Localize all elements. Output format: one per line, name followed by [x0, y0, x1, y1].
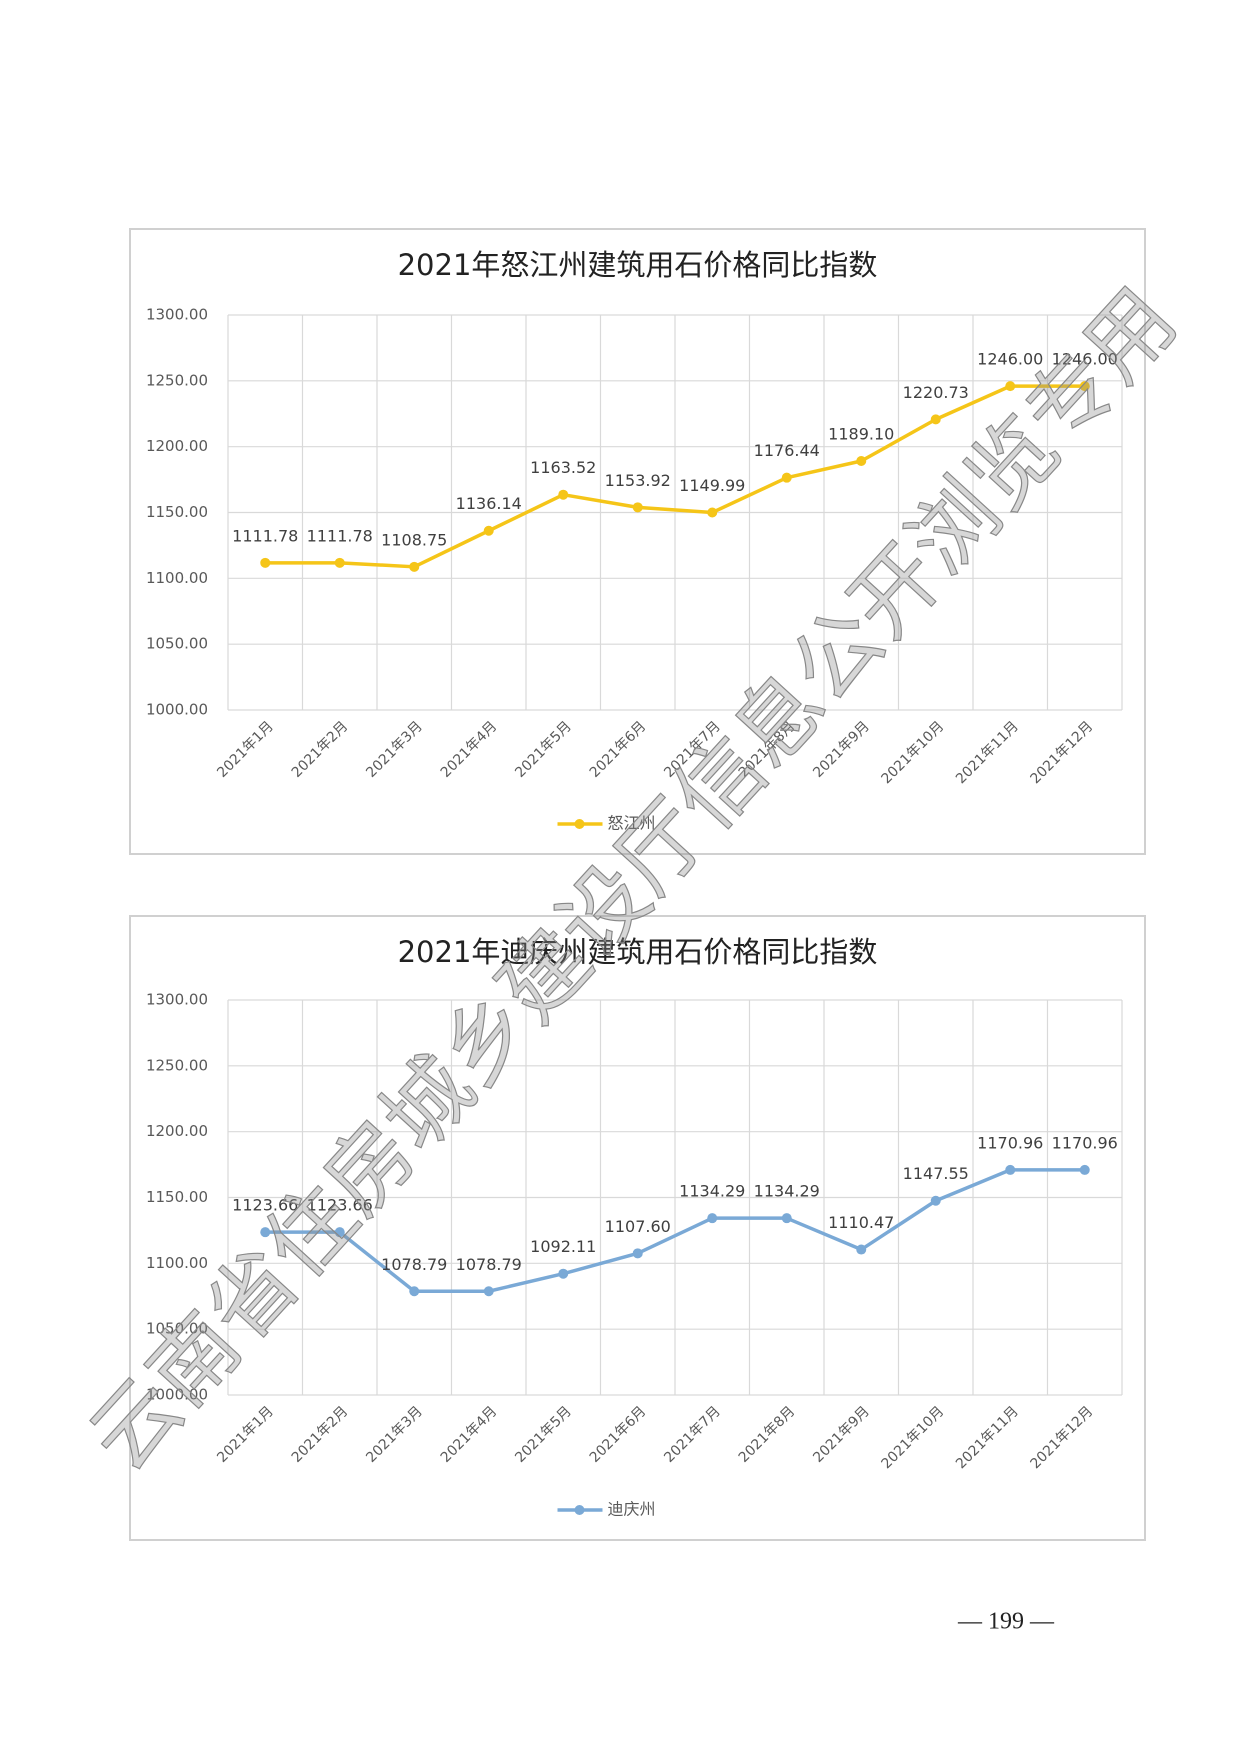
data-point: [856, 1244, 867, 1255]
page-number: — 199 —: [957, 1609, 1055, 1635]
data-label: 1170.96: [1052, 1133, 1118, 1152]
legend-marker: [574, 1505, 585, 1515]
data-label: 1092.11: [530, 1237, 596, 1256]
chart: 2021年迪庆州建筑用石价格同比指数 1000.00 1050.00 1100.00 1…: [129, 915, 1146, 1541]
data-point: [1079, 1164, 1090, 1175]
data-point: [558, 1268, 569, 1279]
chart-frame: [129, 228, 1146, 855]
y-tick-label: 1050.00: [146, 1320, 208, 1338]
data-label: 1246.00: [977, 350, 1043, 369]
data-point: [856, 456, 867, 467]
data-point: [632, 502, 643, 513]
data-point: [558, 489, 569, 500]
legend-label: 怒江州: [608, 814, 656, 833]
data-label: 1149.99: [679, 476, 745, 495]
chart: 2021年怒江州建筑用石价格同比指数 1000.00 1050.00 1100.00 1…: [129, 228, 1146, 855]
data-label: 1123.66: [232, 1196, 298, 1215]
data-point: [707, 1213, 718, 1224]
data-label: 1220.73: [903, 383, 969, 402]
data-label: 1176.44: [754, 441, 820, 460]
y-tick-label: 1150.00: [146, 503, 208, 521]
data-point: [707, 507, 718, 518]
data-point: [781, 472, 792, 483]
legend-marker: [574, 819, 585, 829]
data-point: [483, 525, 494, 536]
data-label: 1107.60: [605, 1217, 671, 1236]
data-label: 1110.47: [828, 1213, 894, 1232]
y-tick-label: 1000.00: [146, 1386, 208, 1404]
data-label: 1246.00: [1052, 350, 1118, 369]
chart-frame: [129, 915, 1146, 1541]
data-label: 1078.79: [456, 1255, 522, 1274]
data-label: 1111.78: [232, 526, 298, 545]
y-tick-label: 1250.00: [146, 371, 208, 389]
y-tick-label: 1250.00: [146, 1056, 208, 1074]
data-label: 1108.75: [381, 530, 447, 549]
y-tick-label: 1200.00: [146, 437, 208, 455]
data-point: [1079, 381, 1090, 392]
chart-title: 2021年迪庆州建筑用石价格同比指数: [398, 935, 878, 969]
data-point: [409, 1286, 420, 1297]
data-point: [260, 1227, 271, 1238]
series-line: [265, 1168, 1085, 1294]
data-label: 1163.52: [530, 458, 596, 477]
y-tick-label: 1300.00: [146, 306, 208, 324]
y-tick-label: 1100.00: [146, 569, 208, 587]
legend-label: 迪庆州: [608, 1500, 656, 1519]
data-label: 1189.10: [828, 425, 894, 444]
data-point: [260, 557, 271, 568]
data-point: [483, 1286, 494, 1297]
y-tick-label: 1100.00: [146, 1254, 208, 1272]
series-line: [265, 384, 1085, 569]
data-label: 1123.66: [307, 1196, 373, 1215]
data-point: [334, 1227, 345, 1238]
data-point: [1005, 1164, 1016, 1175]
data-point: [930, 414, 941, 425]
data-point: [1005, 381, 1016, 392]
data-point: [930, 1195, 941, 1206]
y-tick-label: 1000.00: [146, 701, 208, 719]
y-tick-label: 1150.00: [146, 1188, 208, 1206]
y-tick-label: 1200.00: [146, 1122, 208, 1140]
data-label: 1136.14: [456, 494, 522, 513]
data-label: 1170.96: [977, 1133, 1043, 1152]
data-label: 1147.55: [903, 1164, 969, 1183]
data-label: 1078.79: [381, 1255, 447, 1274]
data-point: [781, 1213, 792, 1224]
data-point: [632, 1248, 643, 1259]
y-tick-label: 1300.00: [146, 991, 208, 1009]
data-label: 1134.29: [679, 1182, 745, 1201]
data-point: [409, 561, 420, 572]
data-point: [334, 557, 345, 568]
data-label: 1153.92: [605, 471, 671, 490]
y-tick-label: 1050.00: [146, 635, 208, 653]
chart-title: 2021年怒江州建筑用石价格同比指数: [398, 248, 878, 282]
data-label: 1134.29: [754, 1182, 820, 1201]
data-label: 1111.78: [307, 526, 373, 545]
